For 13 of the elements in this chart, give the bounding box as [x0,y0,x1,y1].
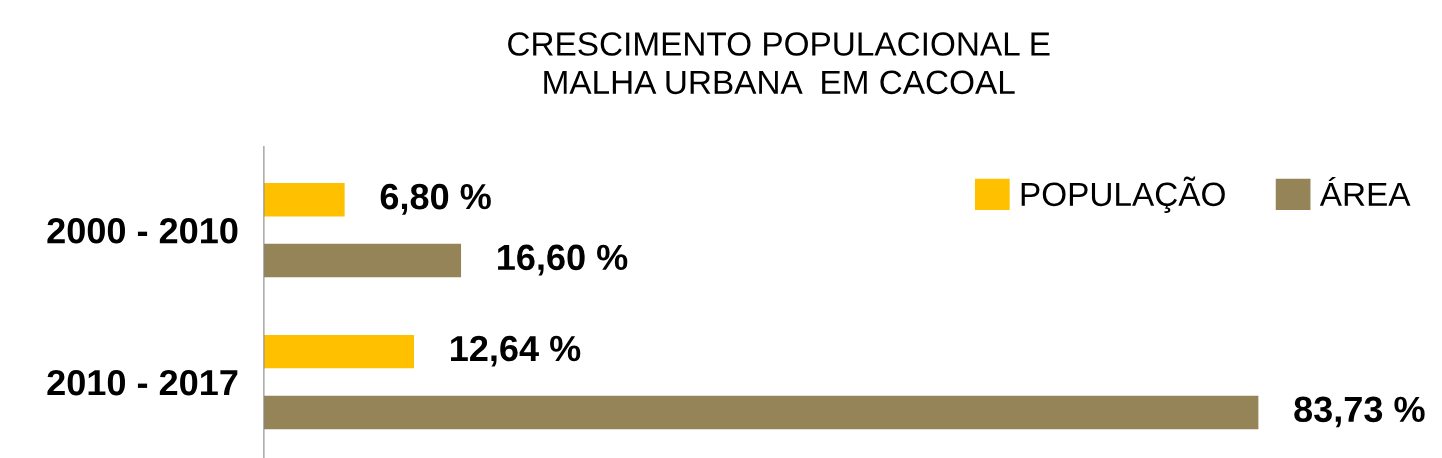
y-tick-label: 2000 - 2010 [47,217,238,244]
data-label: 16,60 % [498,244,628,276]
data-label: 6,80 % [380,183,491,215]
data-label: 12,64 % [451,335,581,367]
legend-label: ÁREA [1319,176,1411,206]
bar [263,334,415,369]
chart-title: CRESCIMENTO POPULACIONAL E MALHA URBANA EM CACOAL [508,32,1050,95]
bar [263,183,345,217]
data-label: 83,73 % [1294,396,1425,428]
bar [263,243,462,278]
legend-label: POPULAÇÃO [1021,176,1225,213]
y-tick-label: 2010 - 2017 [47,369,238,396]
bar [263,395,1259,430]
